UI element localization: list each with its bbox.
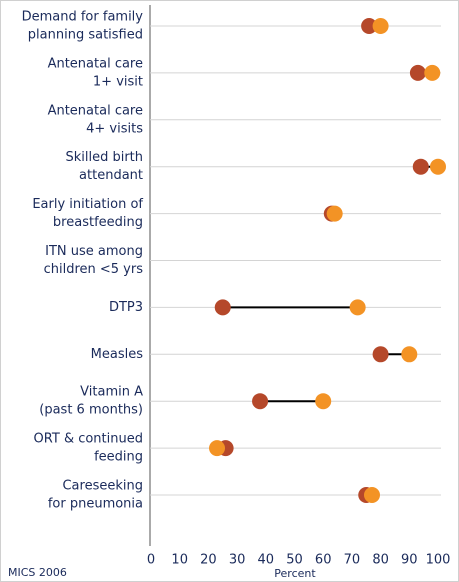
x-tick-label: 10 [171,553,188,568]
x-tick-label: 60 [315,553,332,568]
category-label: ORT & continued [34,432,143,447]
dot [424,64,441,81]
x-tick-label: 80 [372,553,389,568]
category-label: Measles [91,347,144,362]
dot [409,64,426,81]
x-tick-label: 70 [344,553,361,568]
dot [214,299,231,316]
x-tick-label: 0 [147,553,155,568]
category-label: ITN use among [45,244,143,259]
dot [349,299,366,316]
x-tick-label: 50 [286,553,303,568]
category-label: attendant [79,168,143,183]
x-tick-label: 40 [258,553,275,568]
dot [372,346,389,363]
dot [401,346,418,363]
category-label: breastfeeding [53,215,143,230]
x-tick-label: 100 [426,553,451,568]
x-tick-label: 90 [401,553,418,568]
category-label: Antenatal care [48,103,143,118]
dot [252,393,269,410]
category-label: 4+ visits [86,121,143,136]
dot [361,18,378,34]
dot [430,158,446,175]
category-label: planning satisfied [28,28,143,43]
category-label: Skilled birth [65,150,143,165]
category-label: 1+ visit [93,74,143,89]
dot [315,393,332,410]
x-axis-label: Percent [274,567,316,580]
dot [363,487,380,503]
category-label: Careseeking [62,479,143,494]
category-label: (past 6 months) [39,403,143,418]
dot [412,158,429,175]
category-label: children <5 yrs [44,262,144,277]
dot [372,18,389,34]
category-label: Antenatal care [48,56,143,71]
x-tick-label: 20 [200,553,217,568]
source-note: MICS 2006 [8,566,67,579]
category-label: DTP3 [109,300,143,315]
category-label: Demand for family [22,10,144,25]
dot [326,205,343,222]
category-label: feeding [94,450,143,465]
category-label: Early initiation of [32,197,143,212]
dot [209,440,226,457]
category-label: for pneumonia [48,497,143,512]
x-tick-label: 30 [229,553,246,568]
category-label: Vitamin A [80,385,143,400]
